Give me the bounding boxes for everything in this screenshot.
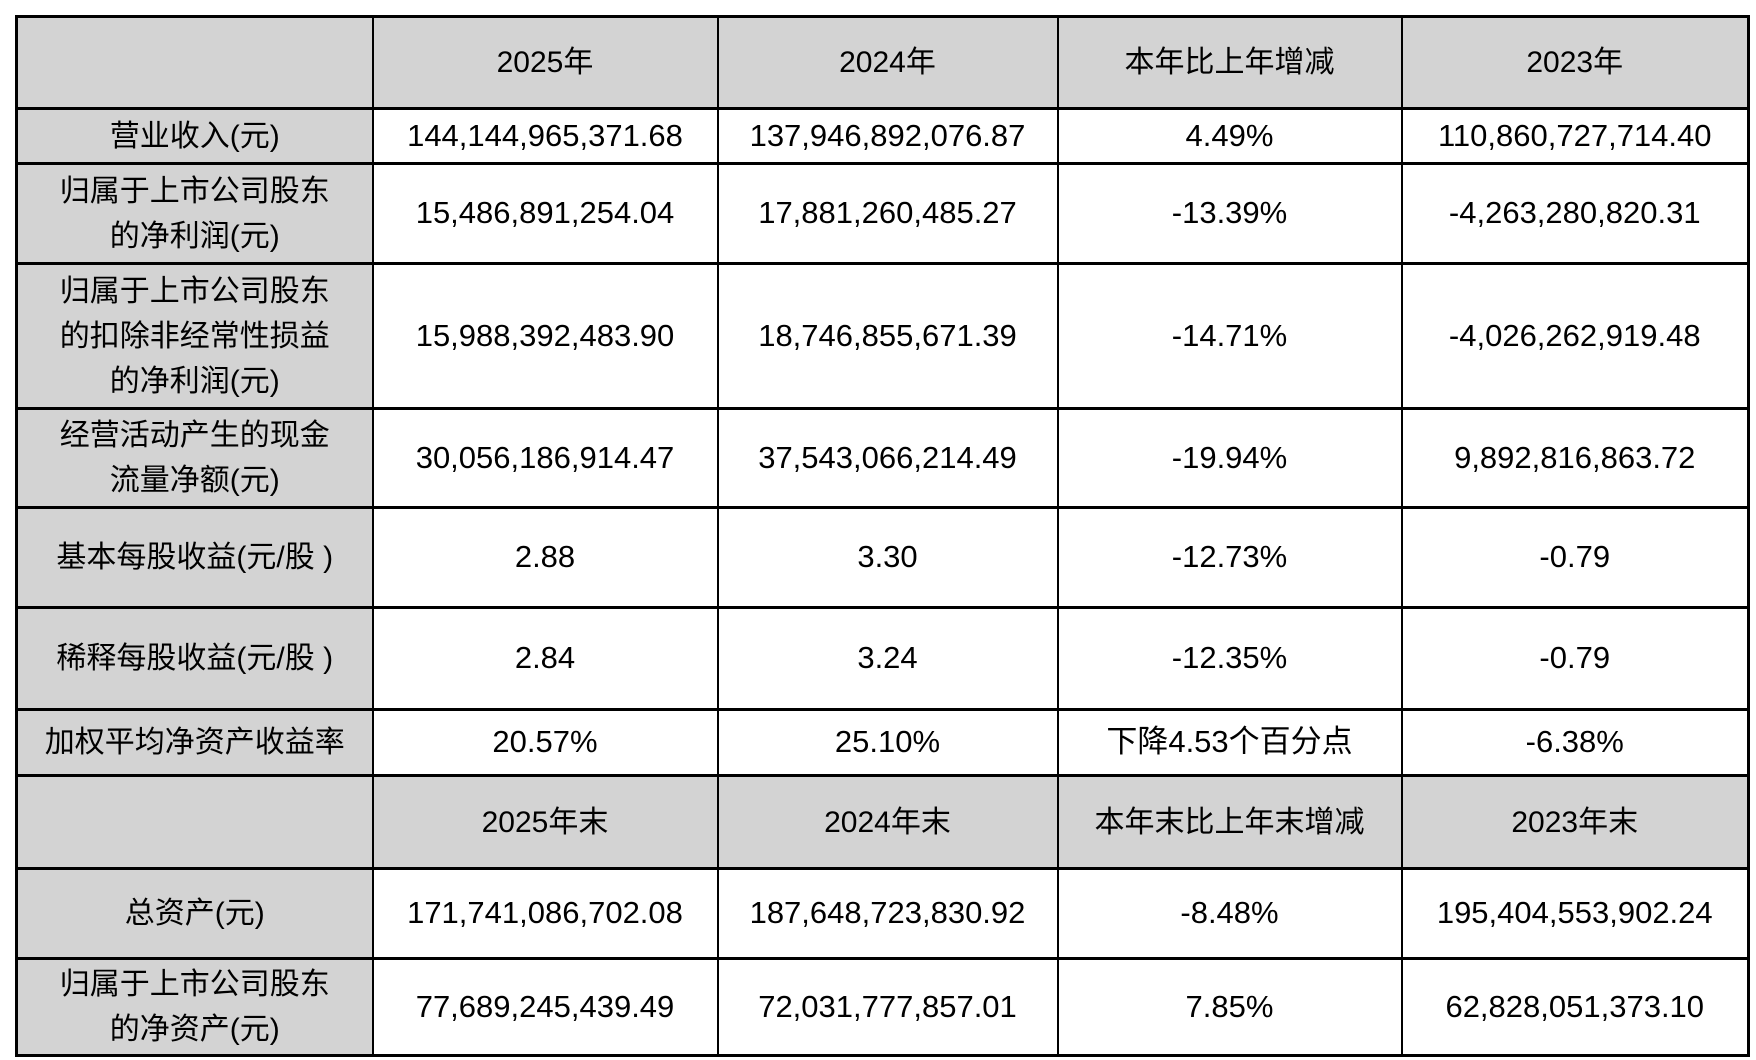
value-cell: 187,648,723,830.92: [716, 867, 1059, 960]
table-row-total-assets: 总资产(元) 171,741,086,702.08 187,648,723,83…: [15, 867, 1750, 960]
table-row-operating-cash-flow: 经营活动产生的现金 流量净额(元) 30,056,186,914.47 37,5…: [15, 407, 1750, 509]
table-row-revenue: 营业收入(元) 144,144,965,371.68 137,946,892,0…: [15, 107, 1750, 165]
value-cell: 2.84: [371, 606, 719, 711]
value-cell: 3.24: [716, 606, 1059, 711]
value-cell: 171,741,086,702.08: [371, 867, 719, 960]
value-cell: 72,031,777,857.01: [716, 957, 1059, 1057]
value-cell: 20.57%: [371, 708, 719, 777]
header-row-annual: 2025年 2024年 本年比上年增减 2023年: [15, 15, 1750, 110]
table-row-net-profit-deducted: 归属于上市公司股东 的扣除非经常性损益 的净利润(元) 15,988,392,4…: [15, 262, 1750, 410]
value-cell: 77,689,245,439.49: [371, 957, 719, 1057]
value-cell: -4,263,280,820.31: [1400, 162, 1750, 265]
header-cell-blank: [15, 15, 374, 110]
value-cell: 17,881,260,485.27: [716, 162, 1059, 265]
row-label: 归属于上市公司股东 的扣除非经常性损益 的净利润(元): [15, 262, 374, 410]
value-cell: -12.73%: [1056, 506, 1403, 609]
header-cell-yoy-change: 本年比上年增减: [1056, 15, 1403, 110]
table-row-basic-eps: 基本每股收益(元/股 ) 2.88 3.30 -12.73% -0.79: [15, 506, 1750, 609]
row-label: 基本每股收益(元/股 ): [15, 506, 374, 609]
row-label: 总资产(元): [15, 867, 374, 960]
value-cell: 62,828,051,373.10: [1400, 957, 1750, 1057]
header-row-yearend: 2025年末 2024年末 本年末比上年末增减 2023年末: [15, 774, 1750, 870]
value-cell: 15,486,891,254.04: [371, 162, 719, 265]
value-cell: -13.39%: [1056, 162, 1403, 265]
row-label: 归属于上市公司股东 的净资产(元): [15, 957, 374, 1057]
value-cell: 137,946,892,076.87: [716, 107, 1059, 165]
value-cell: 25.10%: [716, 708, 1059, 777]
table-row-net-profit: 归属于上市公司股东 的净利润(元) 15,486,891,254.04 17,8…: [15, 162, 1750, 265]
financial-summary-table: 2025年 2024年 本年比上年增减 2023年 营业收入(元) 144,14…: [15, 15, 1750, 1057]
table-row-diluted-eps: 稀释每股收益(元/股 ) 2.84 3.24 -12.35% -0.79: [15, 606, 1750, 711]
value-cell: 4.49%: [1056, 107, 1403, 165]
value-cell: -12.35%: [1056, 606, 1403, 711]
header-cell-2023-end: 2023年末: [1400, 774, 1750, 870]
value-cell: -6.38%: [1400, 708, 1750, 777]
value-cell: 110,860,727,714.40: [1400, 107, 1750, 165]
value-cell: -0.79: [1400, 506, 1750, 609]
header-cell-2024: 2024年: [716, 15, 1059, 110]
row-label: 加权平均净资产收益率: [15, 708, 374, 777]
header-cell-2025-end: 2025年末: [371, 774, 719, 870]
header-cell-blank: [15, 774, 374, 870]
value-cell: 18,746,855,671.39: [716, 262, 1059, 410]
value-cell: 3.30: [716, 506, 1059, 609]
value-cell: 7.85%: [1056, 957, 1403, 1057]
value-cell: -4,026,262,919.48: [1400, 262, 1750, 410]
header-cell-2024-end: 2024年末: [716, 774, 1059, 870]
value-cell: 下降4.53个百分点: [1056, 708, 1403, 777]
value-cell: -19.94%: [1056, 407, 1403, 509]
value-cell: -0.79: [1400, 606, 1750, 711]
header-cell-2023: 2023年: [1400, 15, 1750, 110]
value-cell: 144,144,965,371.68: [371, 107, 719, 165]
value-cell: 9,892,816,863.72: [1400, 407, 1750, 509]
row-label: 经营活动产生的现金 流量净额(元): [15, 407, 374, 509]
value-cell: 2.88: [371, 506, 719, 609]
value-cell: 30,056,186,914.47: [371, 407, 719, 509]
row-label: 归属于上市公司股东 的净利润(元): [15, 162, 374, 265]
value-cell: 195,404,553,902.24: [1400, 867, 1750, 960]
value-cell: 37,543,066,214.49: [716, 407, 1059, 509]
header-cell-2025: 2025年: [371, 15, 719, 110]
header-cell-yearend-change: 本年末比上年末增减: [1056, 774, 1403, 870]
row-label: 营业收入(元): [15, 107, 374, 165]
table-row-weighted-roe: 加权平均净资产收益率 20.57% 25.10% 下降4.53个百分点 -6.3…: [15, 708, 1750, 777]
row-label: 稀释每股收益(元/股 ): [15, 606, 374, 711]
table-row-net-assets: 归属于上市公司股东 的净资产(元) 77,689,245,439.49 72,0…: [15, 957, 1750, 1057]
value-cell: -8.48%: [1056, 867, 1403, 960]
value-cell: 15,988,392,483.90: [371, 262, 719, 410]
value-cell: -14.71%: [1056, 262, 1403, 410]
